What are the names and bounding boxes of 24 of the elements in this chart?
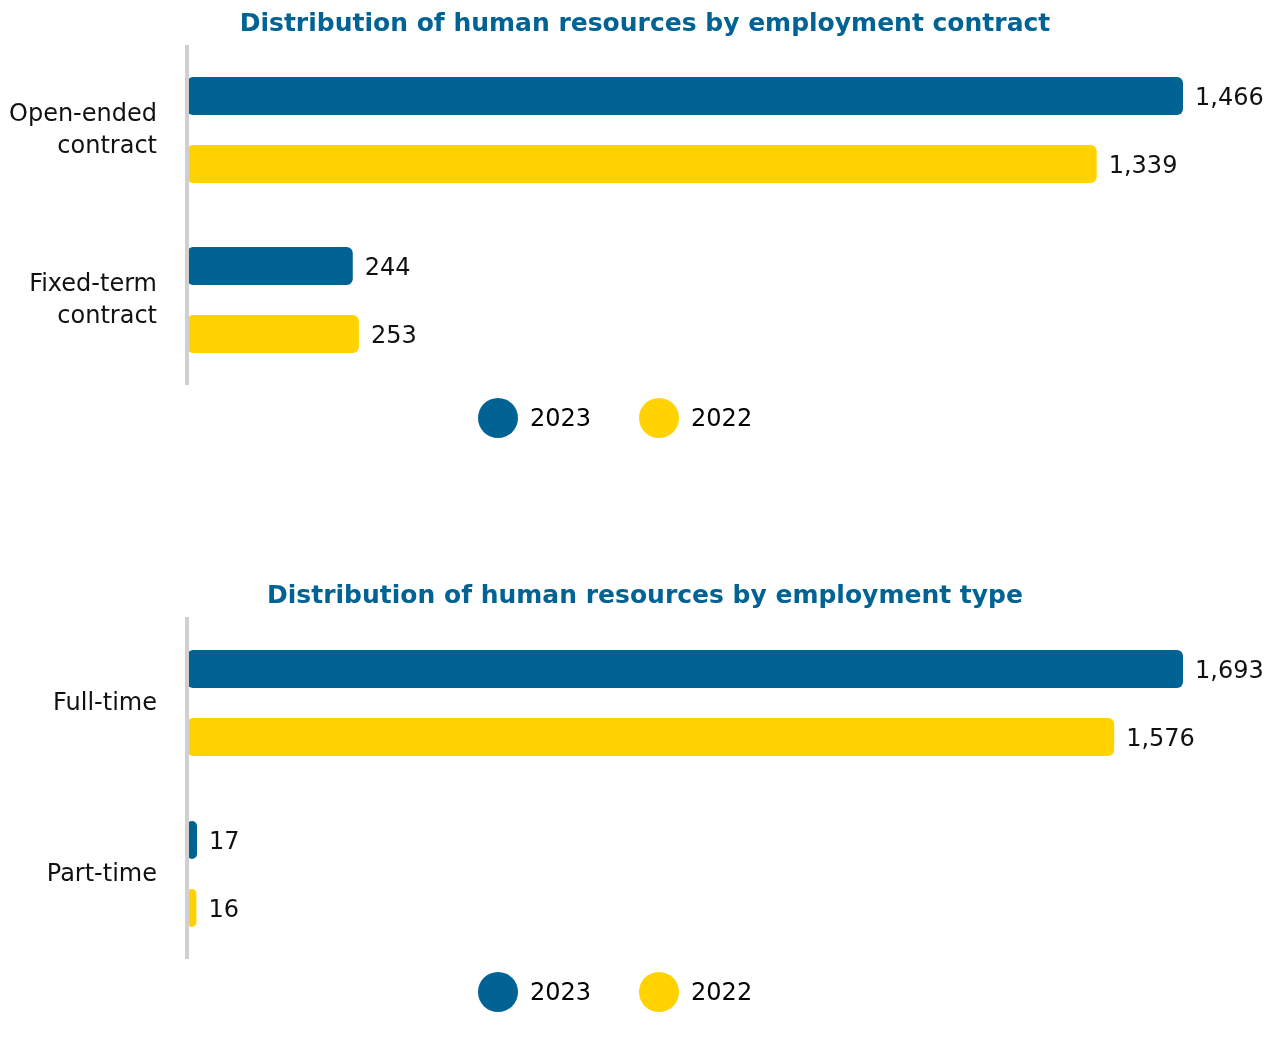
data-label: 244 [364,252,411,281]
y-tick-label: Full-time [53,687,157,716]
data-label: 1,693 [1195,655,1264,684]
bar [187,650,1183,688]
y-tick-label: Part-time [46,858,157,887]
bar [187,718,1115,756]
bar [187,247,353,285]
data-label: 16 [208,894,239,923]
data-label: 1,576 [1126,723,1195,752]
bar [187,77,1183,115]
chart-title: Distribution of human resources by employment type [266,580,1024,609]
y-tick-label: Open-ended contract [9,99,157,159]
chart-title: Distribution of human resources by employment contract [238,8,1052,37]
bar [187,145,1097,183]
legend-label: 2022 [691,978,753,1006]
data-label: 1,339 [1108,150,1178,179]
legend-label: 2022 [691,404,753,432]
bar [187,315,359,353]
y-tick-label: Fixed-term contract [29,269,157,329]
data-label: 253 [370,320,417,349]
legend-label: 2023 [530,978,592,1006]
data-label: 17 [209,826,240,855]
legend-label: 2023 [530,404,592,432]
data-label: 1,466 [1195,82,1264,111]
